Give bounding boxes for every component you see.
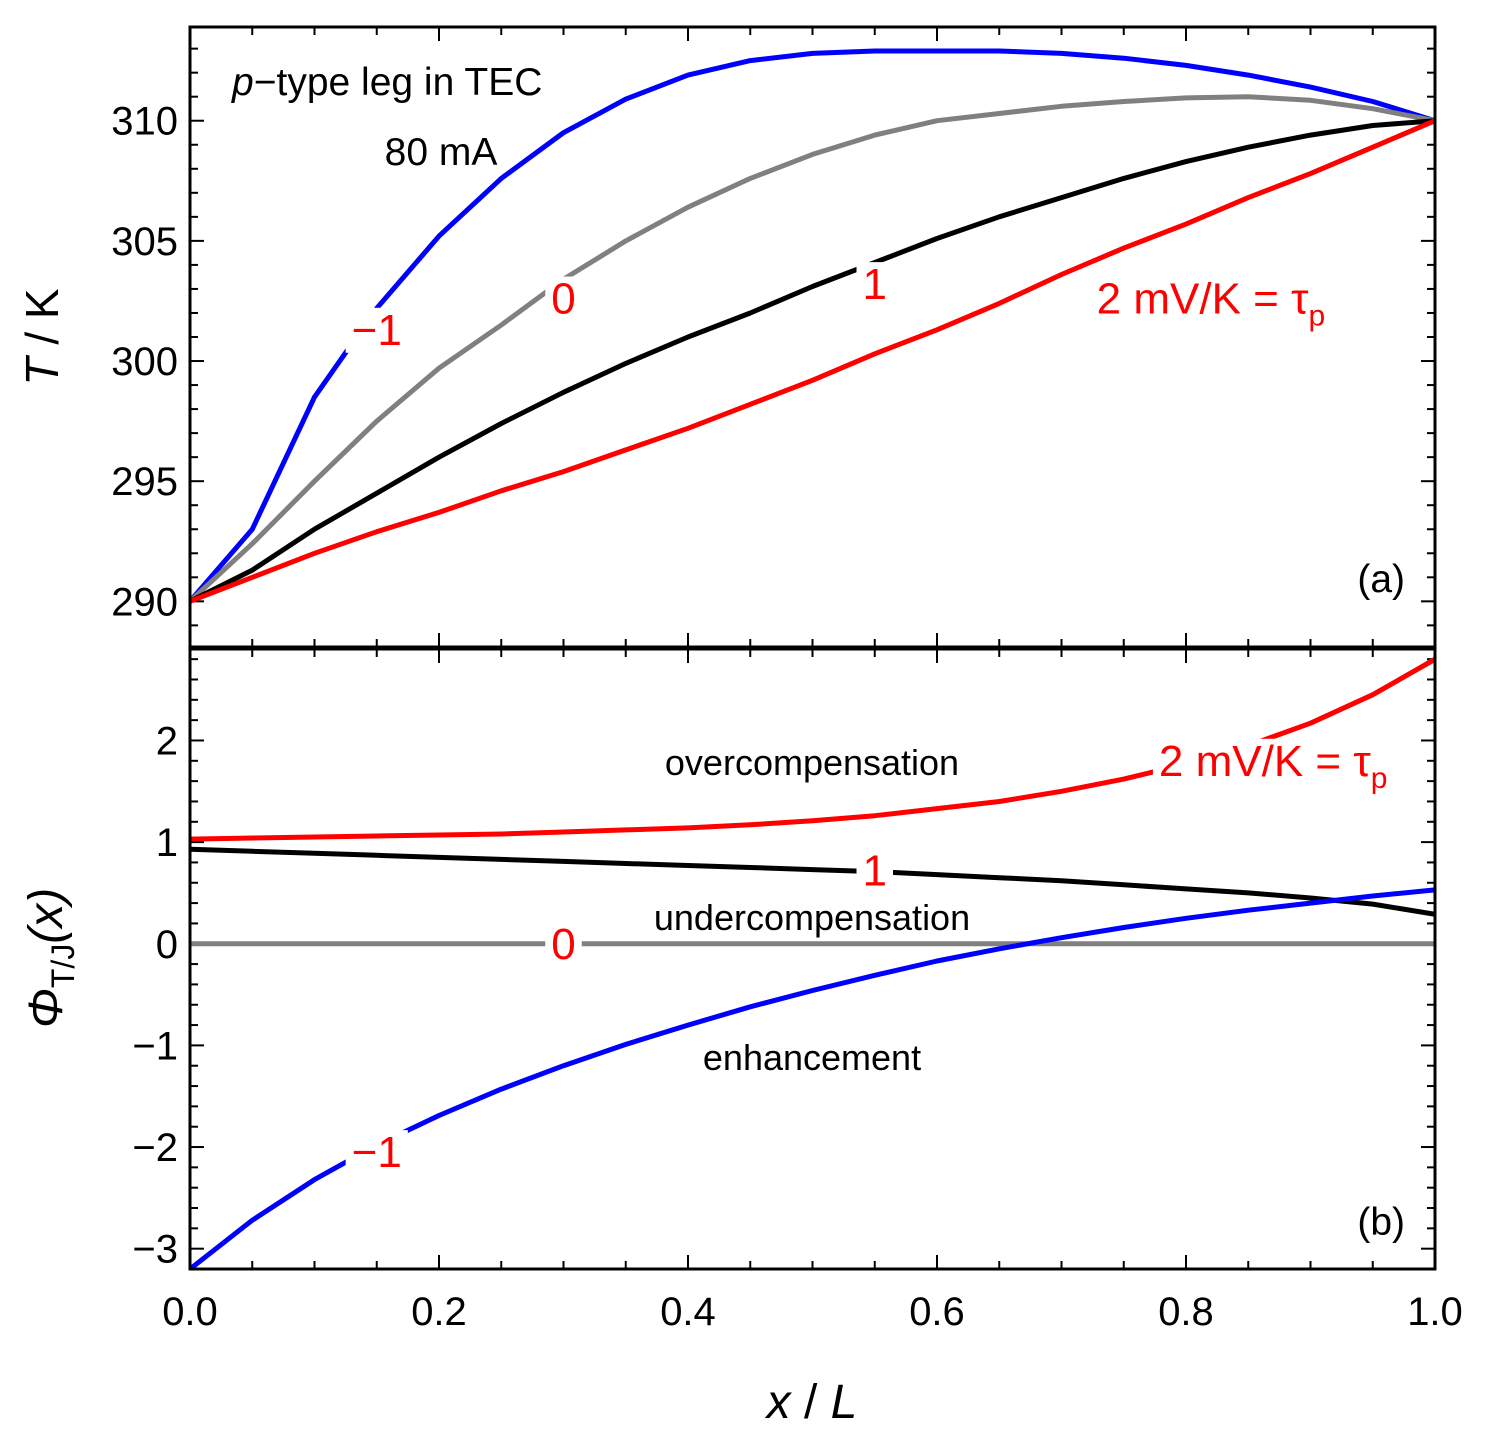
panel-a-series [190,48,1435,604]
y-tick-label: −1 [132,1024,178,1068]
series-label-black: 1 [856,260,893,309]
panel-b-tag: (b) [1357,1201,1405,1244]
region-label-overcompensation: overcompensation [665,742,959,783]
y-tick-label: −3 [132,1228,178,1272]
series-line-gray [190,94,1435,604]
series-label-text: 2 mV/K = τp [1097,275,1325,333]
series-label-backing [856,848,893,894]
series-label-backing [345,307,408,353]
panel-b-y-axis-title: ΦT/J(x) [20,888,81,1029]
series-label-text: 1 [863,847,887,896]
x-tick-label: 1.0 [1407,1290,1463,1334]
x-tick-label: 0.2 [411,1290,467,1334]
series-label-text: −1 [352,306,402,355]
panel-a-y-axis-title: T / K [16,288,68,385]
series-label-backing [345,1130,408,1176]
series-label-gray: 0 [545,275,582,324]
y-tick-label: 2 [156,719,178,763]
series-label-red: 2 mV/K = τp [1090,275,1332,333]
x-tick-label: 0.6 [909,1290,965,1334]
series-line-blue [190,887,1435,1269]
y-tick-label: 290 [111,580,178,624]
x-tick-label: 0.0 [162,1290,218,1334]
panel-b-phi-profile: 2 mV/K = τp 1 0 −1 −3 −2 −1 0 1 2 overcompensati… [20,647,1437,1272]
x-tick-label: 0.8 [1158,1290,1214,1334]
region-label-enhancement: enhancement [703,1037,921,1078]
panel-b-curve-labels: 2 mV/K = τp 1 0 −1 [345,737,1394,1177]
panel-a-tag: (a) [1357,558,1405,601]
series-label-blue: −1 [345,1128,408,1177]
x-tick-labels: 0.0 0.2 0.4 0.6 0.8 1.0 [162,1290,1463,1334]
y-tick-label: 300 [111,340,178,384]
series-label-text: 1 [863,260,887,309]
y-tick-label: 295 [111,460,178,504]
panel-a-curve-labels: −1 0 1 2 mV/K = τp [345,260,1332,355]
panel-a-frame [188,25,1437,649]
series-label-text: −1 [352,1128,402,1177]
series-label-backing [1090,276,1332,331]
series-label-backing [545,921,582,967]
region-label-undercompensation: undercompensation [654,897,970,938]
series-label-text: 2 mV/K = τp [1159,737,1387,795]
series-line-red [190,118,1435,604]
y-tick-label: 0 [156,923,178,967]
panel-a-annotation-current: 80 mA [385,131,498,174]
panel-b-frame [188,647,1437,1271]
series-label-backing [1152,738,1394,793]
panel-b-y-tick-labels: −3 −2 −1 0 1 2 [132,719,178,1271]
x-tick-label: 0.4 [660,1290,716,1334]
series-label-backing [856,262,893,308]
panel-a-annotation-title: p−type leg in TEC [231,61,542,104]
series-line-black [190,118,1435,604]
panel-a-y-tick-labels: 290 295 300 305 310 [111,100,178,625]
y-tick-label: −2 [132,1126,178,1170]
y-tick-label: 1 [156,821,178,865]
x-axis-title: x / L [765,1376,858,1429]
series-label-gray: 0 [545,920,582,969]
series-label-black: 1 [856,847,893,896]
series-label-red: 2 mV/K = τp [1152,737,1394,795]
y-tick-label: 310 [111,100,178,144]
panel-a-temperature-profile: −1 0 1 2 mV/K = τp 290 295 300 305 310 p−type l… [16,25,1437,649]
series-label-text: 0 [551,920,575,969]
series-line-blue [190,48,1435,603]
series-label-blue: −1 [345,306,408,355]
y-tick-label: 305 [111,220,178,264]
series-label-backing [545,276,582,322]
series-label-text: 0 [551,275,575,324]
series-line-black [190,846,1435,917]
